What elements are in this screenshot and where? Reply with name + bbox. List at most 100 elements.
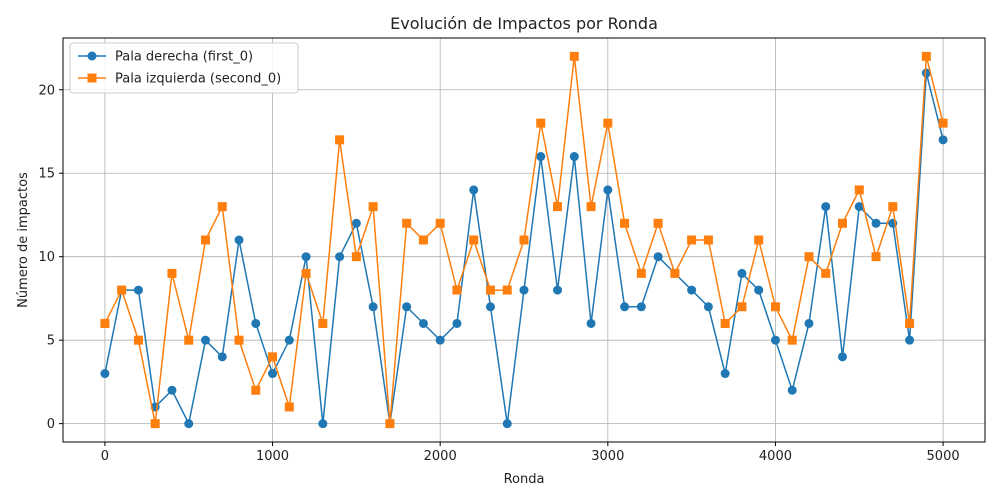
ticks: 0 1000 2000 3000 4000 5000 0 5 10 15 20 (38, 83, 959, 464)
series-layer (100, 51, 948, 429)
data-point-series-2 (452, 285, 462, 295)
data-point-series-1 (720, 369, 730, 379)
legend-label-2: Pala izquierda (second_0) (115, 72, 281, 87)
data-point-series-2 (854, 185, 864, 195)
legend-label-1: Pala derecha (first_0) (115, 50, 253, 65)
data-point-series-2 (184, 335, 194, 345)
data-point-series-1 (603, 185, 613, 195)
data-point-series-1 (754, 285, 764, 295)
data-point-series-1 (653, 252, 663, 262)
x-axis-title: Ronda (504, 472, 545, 487)
y-tick-label: 10 (38, 250, 55, 265)
data-point-series-1 (938, 135, 948, 145)
data-point-series-1 (636, 302, 646, 312)
data-point-series-2 (318, 318, 328, 328)
data-point-series-2 (167, 268, 177, 278)
data-point-series-2 (234, 335, 244, 345)
data-point-series-2 (838, 218, 848, 228)
data-point-series-2 (921, 51, 931, 61)
x-tick-label: 5000 (927, 449, 960, 464)
data-point-series-2 (217, 202, 227, 212)
data-point-series-2 (100, 318, 110, 328)
data-point-series-1 (502, 419, 512, 429)
data-point-series-2 (787, 335, 797, 345)
data-point-series-2 (636, 268, 646, 278)
data-point-series-2 (251, 385, 261, 395)
data-point-series-1 (821, 202, 831, 212)
data-point-series-1 (770, 335, 780, 345)
data-point-series-1 (737, 268, 747, 278)
data-point-series-1 (804, 318, 814, 328)
data-point-series-1 (485, 302, 495, 312)
data-point-series-1 (871, 218, 881, 228)
data-point-series-1 (200, 335, 210, 345)
data-point-series-2 (603, 118, 613, 128)
data-point-series-2 (133, 335, 143, 345)
data-point-series-1 (184, 419, 194, 429)
data-point-series-1 (921, 68, 931, 78)
data-point-series-2 (620, 218, 630, 228)
data-point-series-1 (100, 369, 110, 379)
data-point-series-2 (469, 235, 479, 245)
data-point-series-2 (284, 402, 294, 412)
data-point-series-1 (620, 302, 630, 312)
data-point-series-2 (770, 302, 780, 312)
plot-frame (62, 37, 986, 443)
data-point-series-2 (804, 252, 814, 262)
data-point-series-2 (268, 352, 278, 362)
chart-title: Evolución de Impactos por Ronda (390, 14, 658, 33)
data-point-series-2 (351, 252, 361, 262)
legend-marker-2 (87, 73, 97, 83)
series-line-1 (104, 72, 944, 426)
data-point-series-1 (418, 318, 428, 328)
data-point-series-1 (854, 202, 864, 212)
data-point-series-2 (435, 218, 445, 228)
data-point-series-1 (217, 352, 227, 362)
x-tick-label: 0 (101, 449, 109, 464)
data-point-series-2 (586, 202, 596, 212)
data-point-series-2 (703, 235, 713, 245)
data-point-series-2 (335, 135, 345, 145)
data-point-series-1 (284, 335, 294, 345)
data-point-series-1 (905, 335, 915, 345)
data-point-series-1 (301, 252, 311, 262)
data-point-series-2 (737, 302, 747, 312)
data-point-series-1 (435, 335, 445, 345)
data-point-series-2 (905, 318, 915, 328)
data-point-series-2 (653, 218, 663, 228)
data-point-series-1 (469, 185, 479, 195)
data-point-series-2 (569, 51, 579, 61)
x-tick-label: 1000 (256, 449, 289, 464)
data-point-series-2 (150, 419, 160, 429)
data-point-series-2 (687, 235, 697, 245)
data-point-series-1 (838, 352, 848, 362)
x-tick-label: 4000 (759, 449, 792, 464)
y-tick-label: 20 (38, 83, 55, 98)
legend-marker-1 (87, 51, 97, 61)
data-point-series-1 (318, 419, 328, 429)
data-point-series-1 (402, 302, 412, 312)
data-point-series-2 (502, 285, 512, 295)
data-point-series-1 (787, 385, 797, 395)
data-point-series-1 (234, 235, 244, 245)
data-point-series-2 (754, 235, 764, 245)
data-point-series-1 (553, 285, 563, 295)
data-point-series-1 (586, 318, 596, 328)
data-point-series-2 (385, 419, 395, 429)
data-point-series-2 (670, 268, 680, 278)
data-point-series-1 (368, 302, 378, 312)
data-point-series-2 (402, 218, 412, 228)
data-point-series-2 (519, 235, 529, 245)
data-point-series-2 (368, 202, 378, 212)
data-point-series-2 (117, 285, 127, 295)
data-point-series-1 (133, 285, 143, 295)
data-point-series-1 (703, 302, 713, 312)
data-point-series-2 (301, 268, 311, 278)
x-tick-label: 2000 (424, 449, 457, 464)
y-tick-label: 0 (47, 417, 55, 432)
y-tick-label: 5 (47, 334, 55, 349)
data-point-series-1 (569, 152, 579, 162)
data-point-series-1 (687, 285, 697, 295)
data-point-series-1 (268, 369, 278, 379)
x-tick-label: 3000 (591, 449, 624, 464)
